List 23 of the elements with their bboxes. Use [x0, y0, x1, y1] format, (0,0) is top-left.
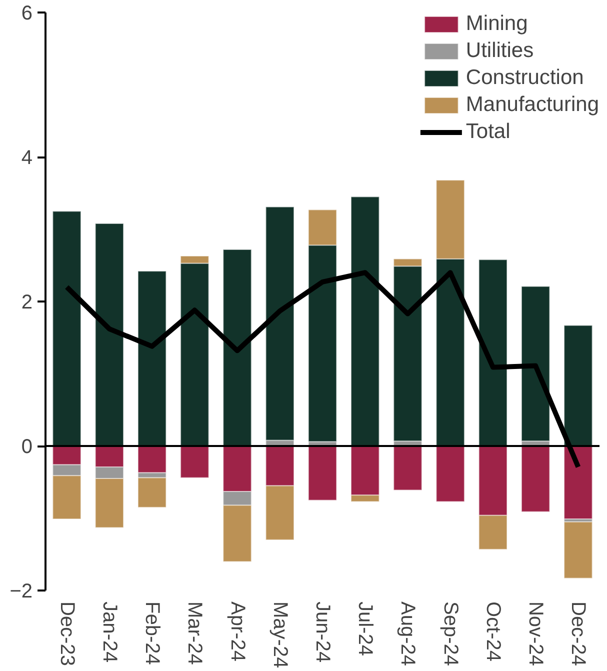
y-tick-label: 4 [21, 147, 32, 169]
x-tick-label: May-24 [268, 602, 291, 668]
x-tick-label: Jan-24 [98, 602, 120, 663]
x-tick-label: Oct-24 [482, 602, 504, 662]
y-tick-label: −2 [10, 580, 33, 602]
x-tick-label: Nov-24 [524, 602, 547, 666]
x-tick-label: Jun-24 [312, 602, 334, 663]
x-tick-label: Jul-24 [354, 602, 376, 656]
x-tick-label: Dec-24 [567, 602, 590, 666]
x-tick-label: Mar-24 [184, 602, 206, 665]
legend-label: Total [466, 120, 510, 144]
x-tick-label: Feb-24 [141, 602, 164, 665]
y-tick-label: 2 [21, 292, 32, 314]
legend-label: Mining [466, 12, 528, 36]
y-tick-label: 6 [21, 2, 32, 24]
legend-label: Construction [466, 66, 584, 90]
legend-label: Utilities [466, 39, 534, 63]
x-tick-label: Dec-23 [56, 602, 78, 666]
x-tick-label: Aug-24 [396, 602, 419, 666]
x-tick-label: Apr-24 [226, 602, 248, 662]
x-tick-label: Sep-24 [439, 602, 462, 666]
legend-label: Manufacturing [466, 93, 599, 117]
y-tick-label: 0 [21, 436, 32, 458]
